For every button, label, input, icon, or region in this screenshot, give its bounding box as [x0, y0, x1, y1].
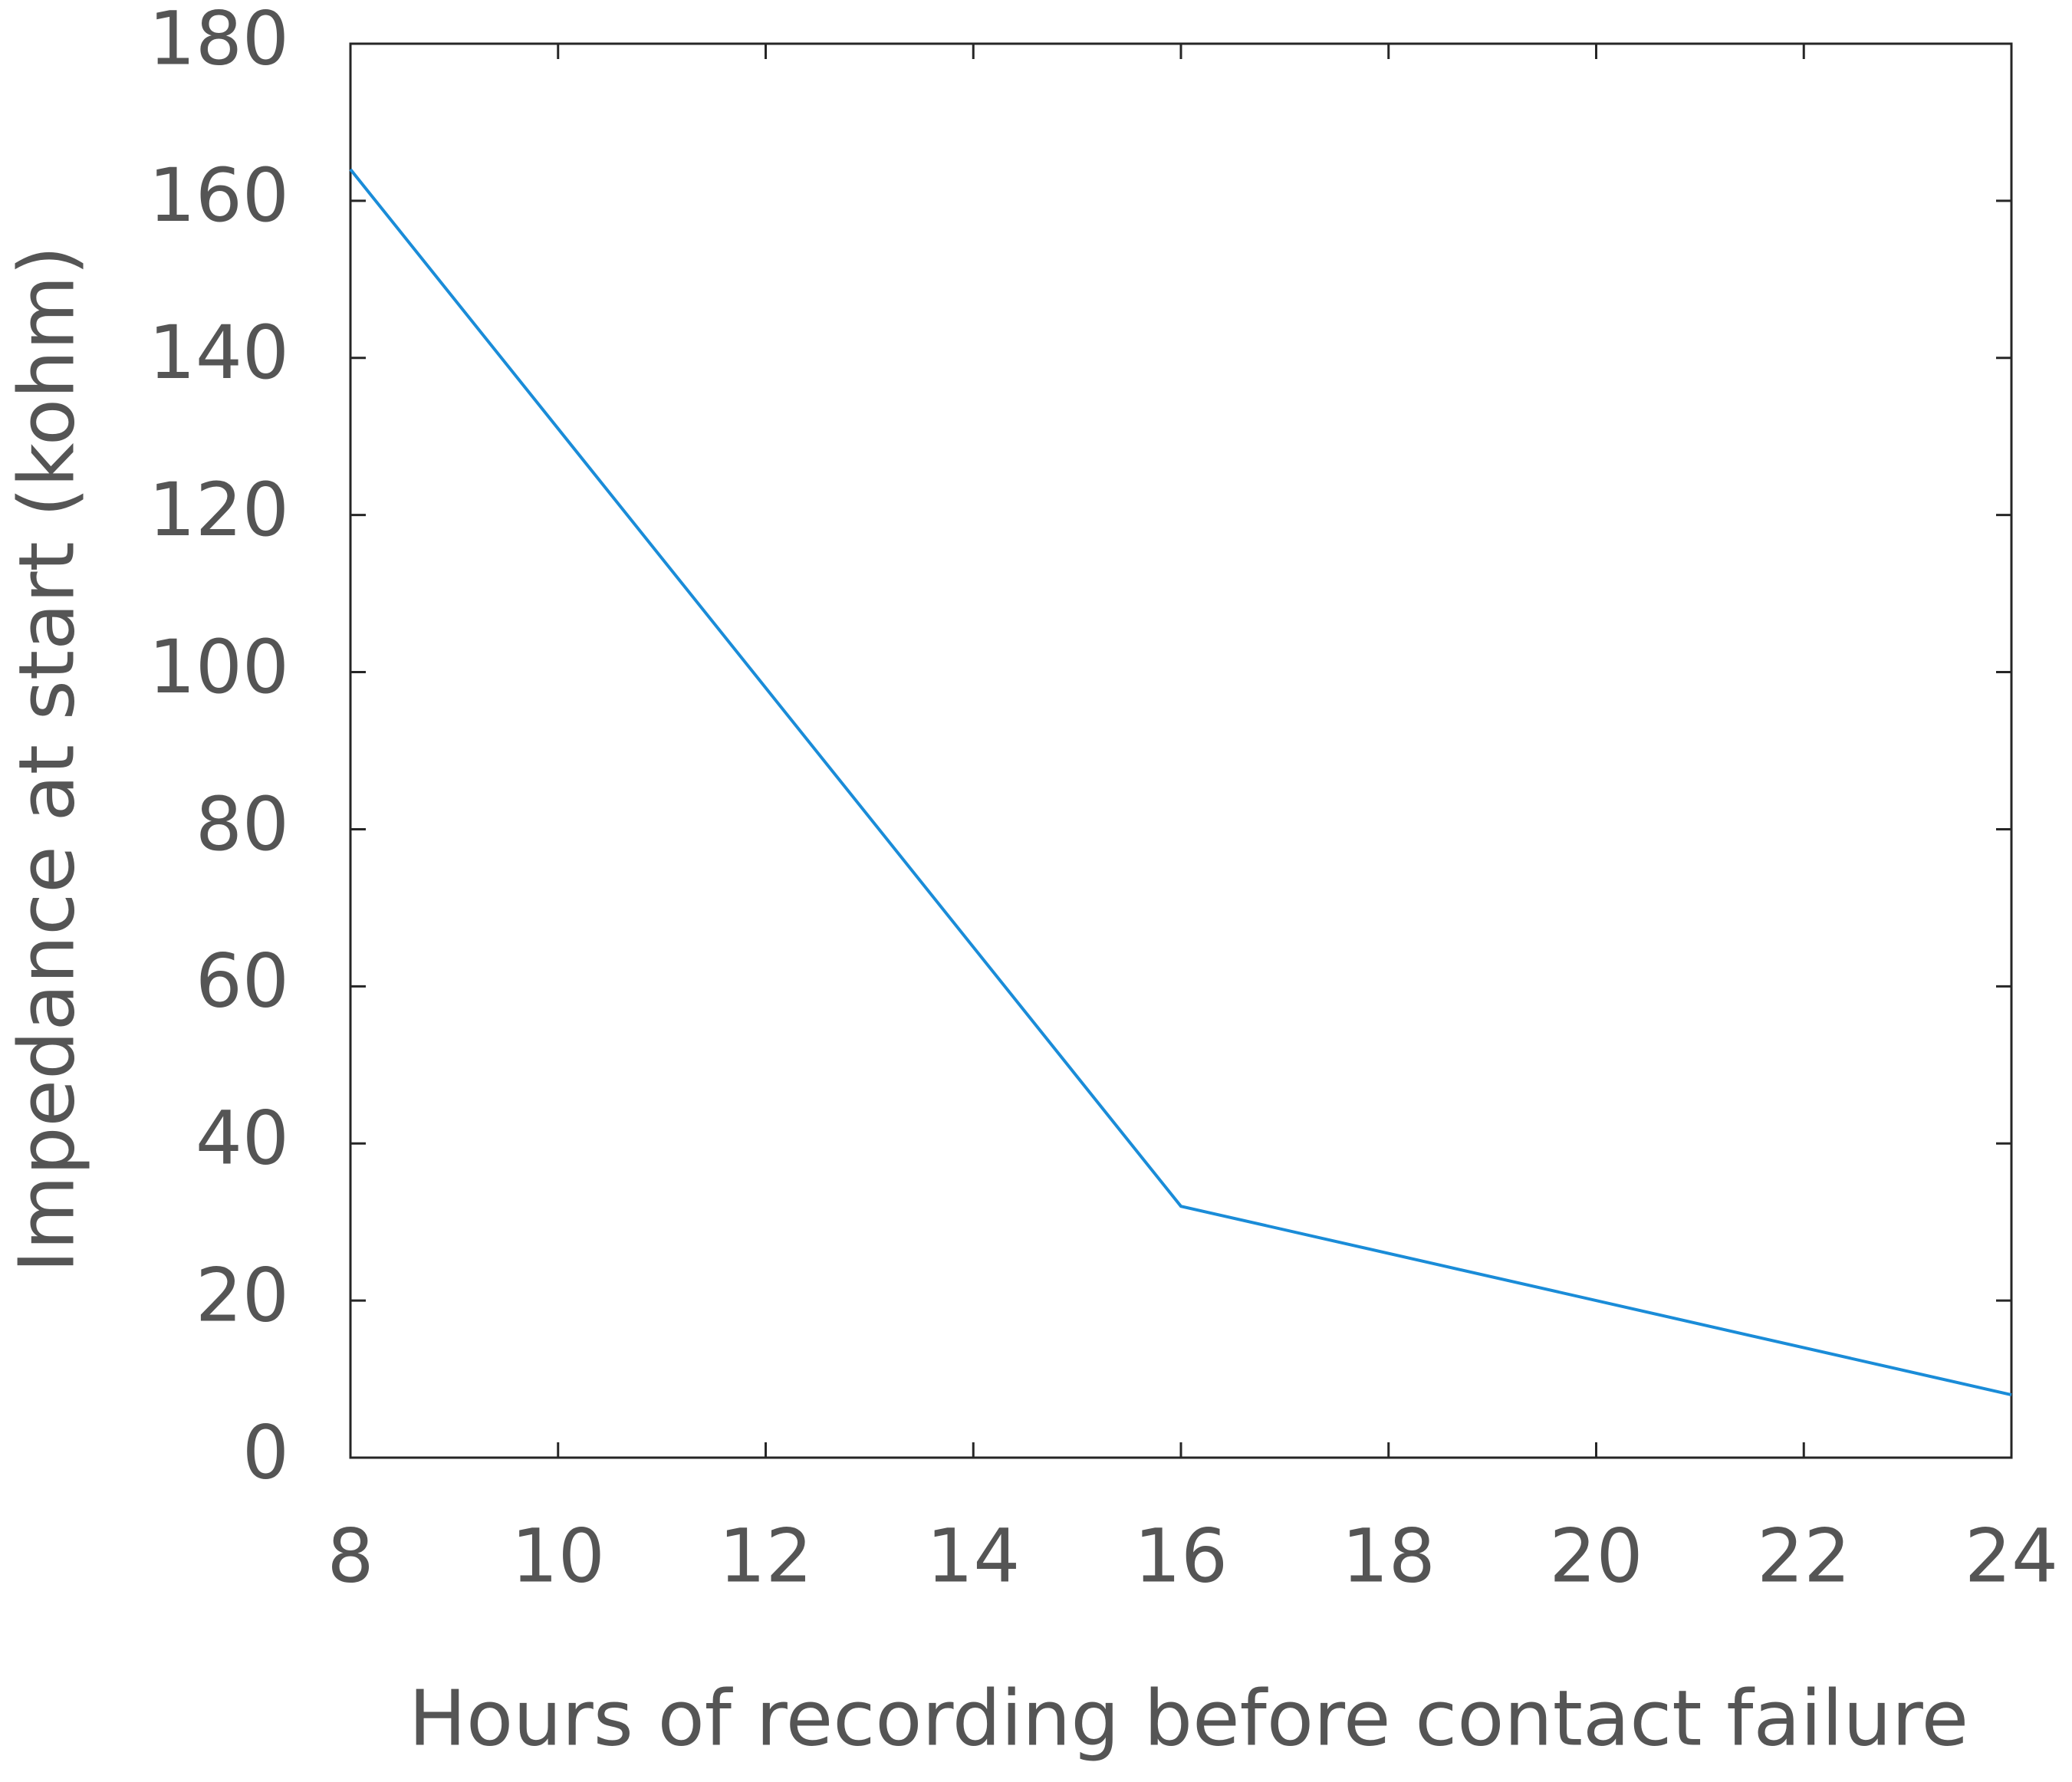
- y-tick-label: 140: [149, 310, 289, 396]
- x-tick-label: 14: [926, 1513, 1020, 1599]
- y-tick-label: 40: [196, 1096, 289, 1182]
- y-tick-label: 0: [242, 1409, 289, 1495]
- x-tick-label: 22: [1757, 1513, 1850, 1599]
- x-tick-label: 24: [1965, 1513, 2058, 1599]
- x-tick-label: 16: [1134, 1513, 1228, 1599]
- x-tick-label: 10: [511, 1513, 605, 1599]
- x-tick-label: 12: [719, 1513, 812, 1599]
- y-tick-label: 60: [196, 939, 289, 1024]
- x-tick-label: 18: [1342, 1513, 1436, 1599]
- x-tick-label: 8: [327, 1513, 373, 1599]
- y-tick-label: 20: [196, 1252, 289, 1338]
- y-tick-label: 120: [149, 467, 289, 553]
- y-axis-label: Impedance at start (kohm): [2, 245, 91, 1273]
- y-tick-label: 180: [149, 0, 289, 81]
- data-line: [349, 168, 2012, 1396]
- plot-frame: [349, 42, 2013, 1459]
- y-tick-label: 160: [149, 153, 289, 238]
- y-tick-label: 100: [149, 624, 289, 710]
- x-tick-label: 20: [1549, 1513, 1643, 1599]
- y-tick-label: 80: [196, 781, 289, 867]
- x-axis-label: Hours of recording before contact failur…: [409, 1673, 1968, 1763]
